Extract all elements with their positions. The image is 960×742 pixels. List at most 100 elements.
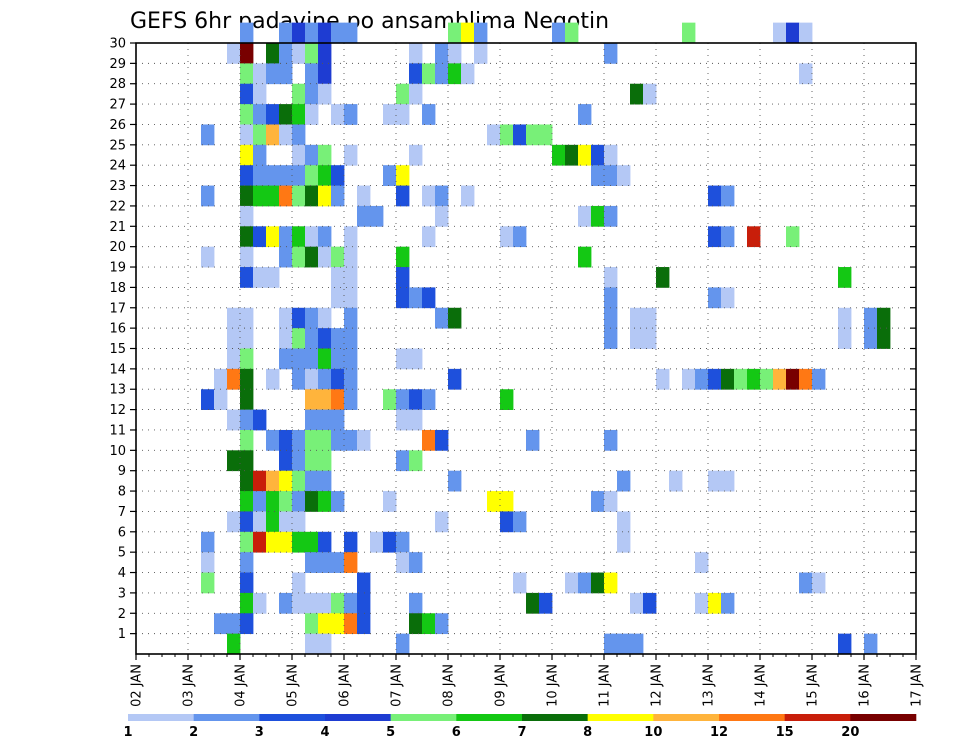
heatmap-cell-member-13-step-48 (760, 368, 774, 390)
heatmap-cell-member-25-step-9 (253, 124, 267, 146)
heatmap-cell-member-26-step-16 (344, 104, 358, 125)
heatmap-cell-member-2-step-17 (357, 592, 371, 614)
y-tick-label: 25 (109, 138, 126, 153)
heatmap-cell-member-18-step-10 (266, 267, 280, 288)
heatmap-cell-member-13-step-46 (734, 368, 748, 390)
heatmap-cell-member-12-step-8 (240, 389, 254, 410)
heatmap-cell-member-10-step-15 (331, 429, 345, 451)
heatmap-cell-member-7-step-13 (305, 491, 319, 512)
heatmap-cell-member-20-step-44 (708, 226, 722, 248)
heatmap-cell-member-28-step-13 (305, 63, 319, 85)
heatmap-cell-member-28-step-21 (409, 63, 423, 85)
heatmap-cell-member-15-step-13 (305, 328, 319, 349)
heatmap-cell-member-30-step-32 (552, 22, 566, 44)
heatmap-cell-member-12-step-16 (344, 389, 358, 410)
heatmap-cell-member-21-step-35 (591, 205, 605, 227)
heatmap-cell-member-15-step-11 (279, 328, 293, 349)
heatmap-cell-member-19-step-11 (279, 246, 293, 268)
heatmap-cell-member-14-step-15 (331, 348, 345, 370)
heatmap-cell-member-19-step-16 (344, 246, 358, 268)
heatmap-cell-member-17-step-20 (396, 287, 410, 309)
heatmap-cell-member-25-step-11 (279, 124, 293, 146)
colorbar-label: 1 (123, 725, 132, 740)
heatmap-cell-member-6-step-11 (279, 511, 293, 533)
heatmap-cell-member-17-step-36 (604, 287, 618, 309)
heatmap-cell-member-22-step-44 (708, 185, 722, 207)
heatmap-cell-member-8-step-41 (669, 470, 683, 492)
heatmap-cell-member-30-step-33 (565, 22, 579, 44)
y-tick-label: 28 (109, 77, 126, 92)
heatmap-cell-member-15-step-8 (240, 328, 254, 349)
heatmap-cell-member-8-step-13 (305, 470, 319, 492)
heatmap-cell-member-24-step-13 (305, 144, 319, 166)
y-tick-label: 2 (118, 607, 126, 622)
heatmap-cell-member-11-step-9 (253, 409, 267, 431)
heatmap-cell-member-18-step-15 (331, 267, 345, 288)
heatmap-cell-member-15-step-57 (877, 328, 891, 349)
heatmap-cell-member-21-step-8 (240, 205, 254, 227)
heatmap-cell-member-20-step-29 (513, 226, 527, 248)
heatmap-cell-member-7-step-28 (500, 491, 514, 512)
heatmap-cell-member-25-step-27 (487, 124, 501, 146)
y-axis-ticks: 1234567891011121314151617181920212223242… (109, 37, 916, 642)
heatmap-cell-member-26-step-20 (396, 104, 410, 125)
heatmap-cell-member-10-step-22 (422, 429, 436, 451)
heatmap-cell-member-13-step-15 (331, 368, 345, 390)
heatmap-cell-member-1-step-23 (435, 613, 449, 635)
y-tick-label: 17 (109, 301, 126, 316)
heatmap-cell-member-13-step-50 (786, 368, 800, 390)
heatmap-cell-member-13-step-52 (812, 368, 826, 390)
heatmap-cell-member-22-step-23 (435, 185, 449, 207)
heatmap-cell-member-0-step-56 (864, 633, 878, 655)
heatmap-cell-member-3-step-34 (578, 572, 592, 594)
heatmap-cell-member-27-step-21 (409, 83, 423, 105)
heatmap-cell-member-13-step-7 (227, 368, 241, 390)
colorbar-label: 10 (644, 725, 662, 740)
colorbar-segment (325, 714, 391, 721)
heatmap-cell-member-27-step-12 (292, 83, 306, 105)
x-tick-label: 13 JAN (702, 664, 717, 707)
heatmap-cell-member-20-step-11 (279, 226, 293, 248)
heatmap-cell-member-17-step-16 (344, 287, 358, 309)
heatmap-cell-member-16-step-38 (630, 307, 644, 329)
heatmap-cell-member-16-step-14 (318, 307, 332, 329)
heatmap-cell-member-6-step-12 (292, 511, 306, 533)
heatmap-cell-member-19-step-12 (292, 246, 306, 268)
heatmap-cell-member-22-step-11 (279, 185, 293, 207)
heatmap-cell-member-16-step-13 (305, 307, 319, 329)
heatmap-cell-member-17-step-45 (721, 287, 735, 309)
heatmap-cell-member-28-step-14 (318, 63, 332, 85)
colorbar-segment (390, 714, 457, 721)
heatmap-cell-member-6-step-7 (227, 511, 241, 533)
heatmap-cell-member-20-step-28 (500, 226, 514, 248)
heatmap-cell-member-7-step-14 (318, 491, 332, 512)
heatmap-cell-member-10-step-17 (357, 429, 371, 451)
heatmap-cell-member-10-step-12 (292, 429, 306, 451)
heatmap-cell-member-14-step-11 (279, 348, 293, 370)
heatmap-cell-member-26-step-19 (383, 104, 397, 125)
heatmap-cell-member-30-step-49 (773, 22, 787, 44)
colorbar-label: 12 (710, 725, 728, 740)
heatmap-cell-member-8-step-8 (240, 470, 254, 492)
heatmap-cell-member-17-step-21 (409, 287, 423, 309)
heatmap-cell-member-13-step-16 (344, 368, 358, 390)
y-tick-label: 7 (118, 505, 126, 520)
heatmap-cell-member-28-step-23 (435, 63, 449, 85)
x-tick-label: 16 JAN (858, 664, 873, 707)
heatmap-cell-member-15-step-56 (864, 328, 878, 349)
heatmap-cell-member-13-step-44 (708, 368, 722, 390)
heatmap-cell-member-4-step-43 (695, 552, 709, 573)
heatmap-cell-member-29-step-8 (240, 43, 254, 64)
heatmap-cell-member-11-step-8 (240, 409, 254, 431)
y-tick-label: 1 (118, 627, 126, 642)
y-tick-label: 21 (109, 220, 126, 235)
heatmap-cell-member-1-step-6 (214, 613, 228, 635)
heatmap-cell-member-26-step-13 (305, 104, 319, 125)
heatmap-cell-member-26-step-34 (578, 104, 592, 125)
heatmap-cell-member-27-step-13 (305, 83, 319, 105)
heatmap-cell-member-13-step-10 (266, 368, 280, 390)
y-tick-label: 19 (109, 261, 126, 276)
y-tick-label: 4 (118, 566, 126, 581)
x-tick-label: 14 JAN (754, 664, 769, 707)
heatmap-cell-member-1-step-22 (422, 613, 436, 635)
